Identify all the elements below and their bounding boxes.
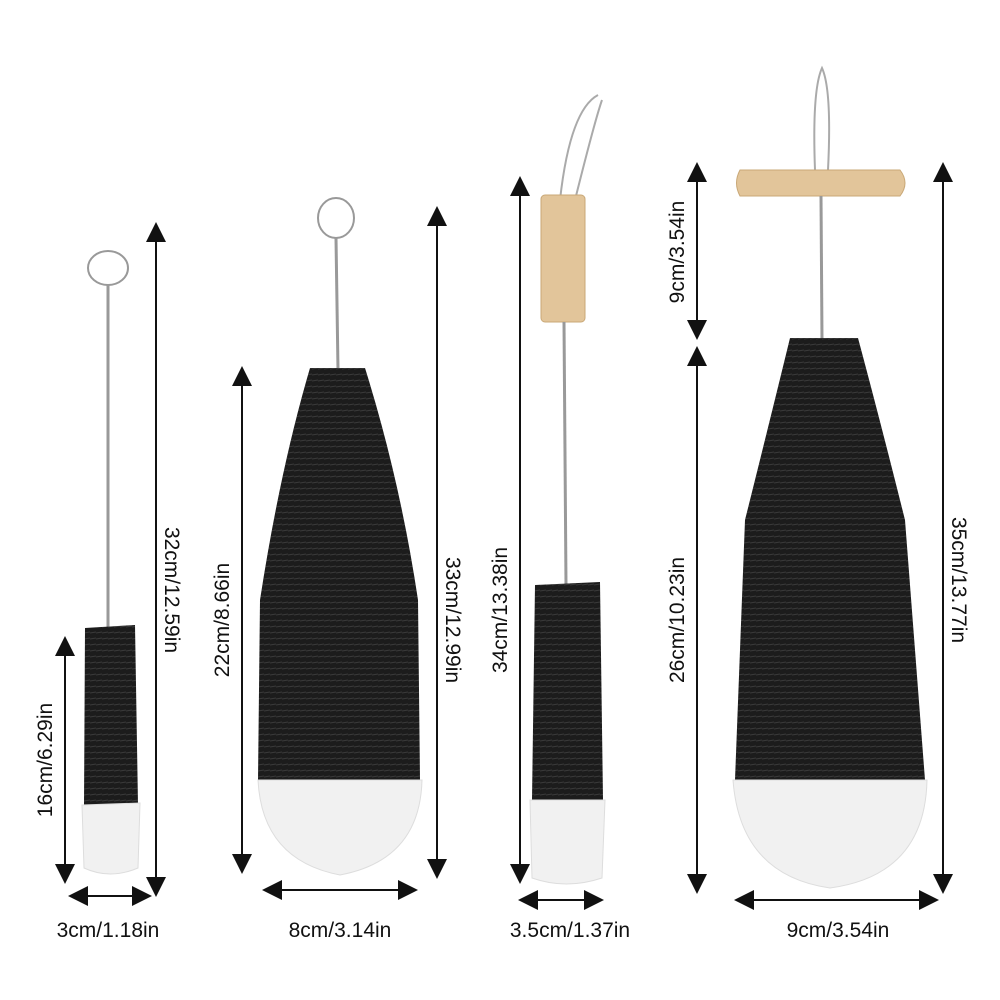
bristles [84, 625, 138, 805]
bristles [258, 368, 420, 780]
brush-2-bristle-label: 22cm/8.66in [211, 563, 234, 677]
brush-1-bristle-label: 16cm/6.29in [34, 703, 57, 817]
white-tip [81, 802, 141, 875]
brush-small [81, 250, 141, 875]
hanging-string [559, 94, 603, 201]
bristles [735, 338, 925, 780]
white-tip [732, 779, 928, 889]
wire-stem [819, 195, 824, 341]
hanging-string [813, 65, 831, 171]
brush-1-width-label: 3cm/1.18in [57, 919, 160, 942]
wood-handle [736, 169, 906, 197]
wire-stem [334, 237, 340, 371]
brush-1-height-label: 32cm/12.59in [160, 527, 183, 653]
wood-handle [540, 194, 586, 323]
brush-3-width-label: 3.5cm/1.37in [510, 919, 630, 942]
dimension-arrows [55, 162, 953, 910]
white-tip [529, 799, 606, 885]
white-tip [257, 779, 423, 876]
brush-narrow-wood [529, 94, 606, 885]
bristles [532, 582, 603, 800]
wire-stem [562, 321, 568, 586]
brush-3-height-label: 34cm/13.38in [489, 547, 512, 673]
brush-large-1 [257, 197, 423, 876]
hanging-loop [87, 250, 129, 286]
brush-4-height-label: 35cm/13.77in [947, 517, 970, 643]
brush-2-width-label: 8cm/3.14in [289, 919, 392, 942]
brush-large-wood [732, 65, 928, 889]
brush-4-bristle-label: 26cm/10.23in [666, 557, 689, 683]
brush-4-handle-label: 9cm/3.54in [666, 201, 689, 304]
brush-2-height-label: 33cm/12.99in [441, 557, 464, 683]
brush-4-width-label: 9cm/3.54in [787, 919, 890, 942]
hanging-loop [317, 197, 355, 239]
